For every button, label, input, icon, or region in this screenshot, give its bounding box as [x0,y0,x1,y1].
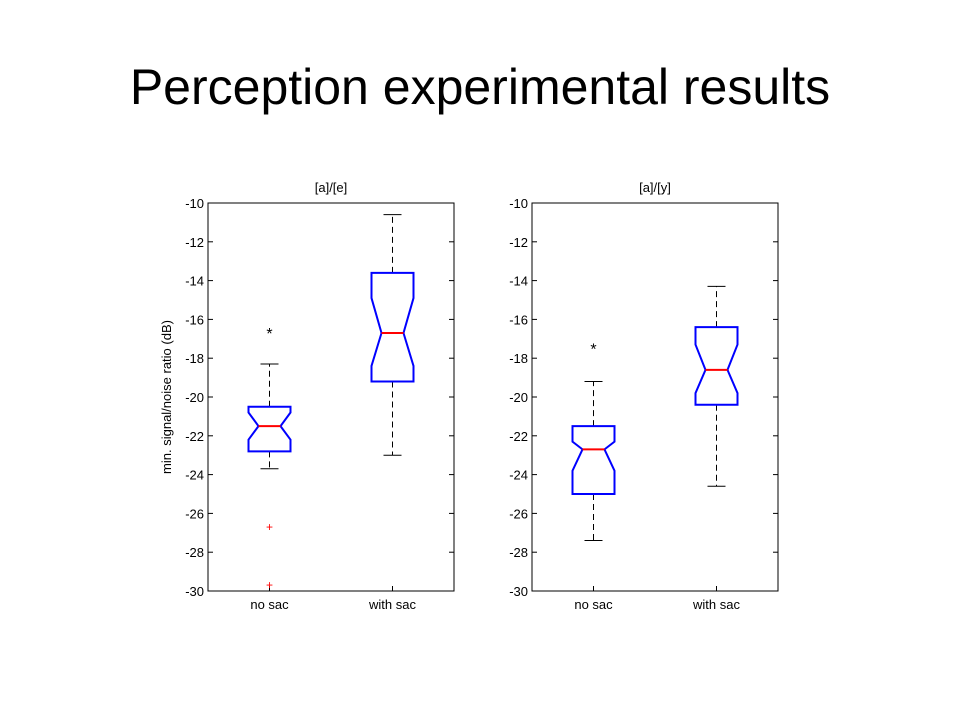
y-tick-label: -14 [509,274,528,289]
outlier-marker: + [266,520,273,534]
y-tick-label: -24 [509,468,528,483]
notched-box [370,271,415,383]
y-tick-label: -26 [509,506,528,521]
y-tick-label: -20 [509,390,528,405]
y-tick-label: -18 [185,351,204,366]
significance-asterisk: * [266,326,272,343]
y-tick-label: -26 [185,506,204,521]
x-tick-label: no sac [574,597,613,612]
y-tick-label: -10 [185,196,204,211]
y-tick-label: -12 [509,235,528,250]
axes-frame [531,202,779,592]
notched-box [247,405,292,453]
y-tick-label: -30 [509,584,528,599]
y-axis-label: min. signal/noise ratio (dB) [159,320,174,474]
y-tick-label: -20 [185,390,204,405]
chart-title: [a]/[y] [639,180,671,195]
axes-frame [207,202,455,592]
y-tick-label: -16 [509,312,528,327]
notched-box [571,425,616,495]
y-tick-label: -16 [185,312,204,327]
y-tick-label: -24 [185,468,204,483]
x-tick-label: with sac [368,597,416,612]
y-tick-label: -12 [185,235,204,250]
y-tick-label: -10 [509,196,528,211]
y-tick-label: -28 [185,545,204,560]
chart-title: [a]/[e] [315,180,348,195]
outlier-marker: + [266,578,273,592]
y-tick-label: -22 [185,429,204,444]
slide-title: Perception experimental results [129,59,831,115]
y-tick-label: -14 [185,274,204,289]
notched-box [694,326,739,406]
y-tick-label: -30 [185,584,204,599]
y-tick-label: -28 [509,545,528,560]
x-tick-label: with sac [692,597,740,612]
x-tick-label: no sac [250,597,289,612]
y-tick-label: -22 [509,429,528,444]
significance-asterisk: * [590,342,596,359]
y-tick-label: -18 [509,351,528,366]
